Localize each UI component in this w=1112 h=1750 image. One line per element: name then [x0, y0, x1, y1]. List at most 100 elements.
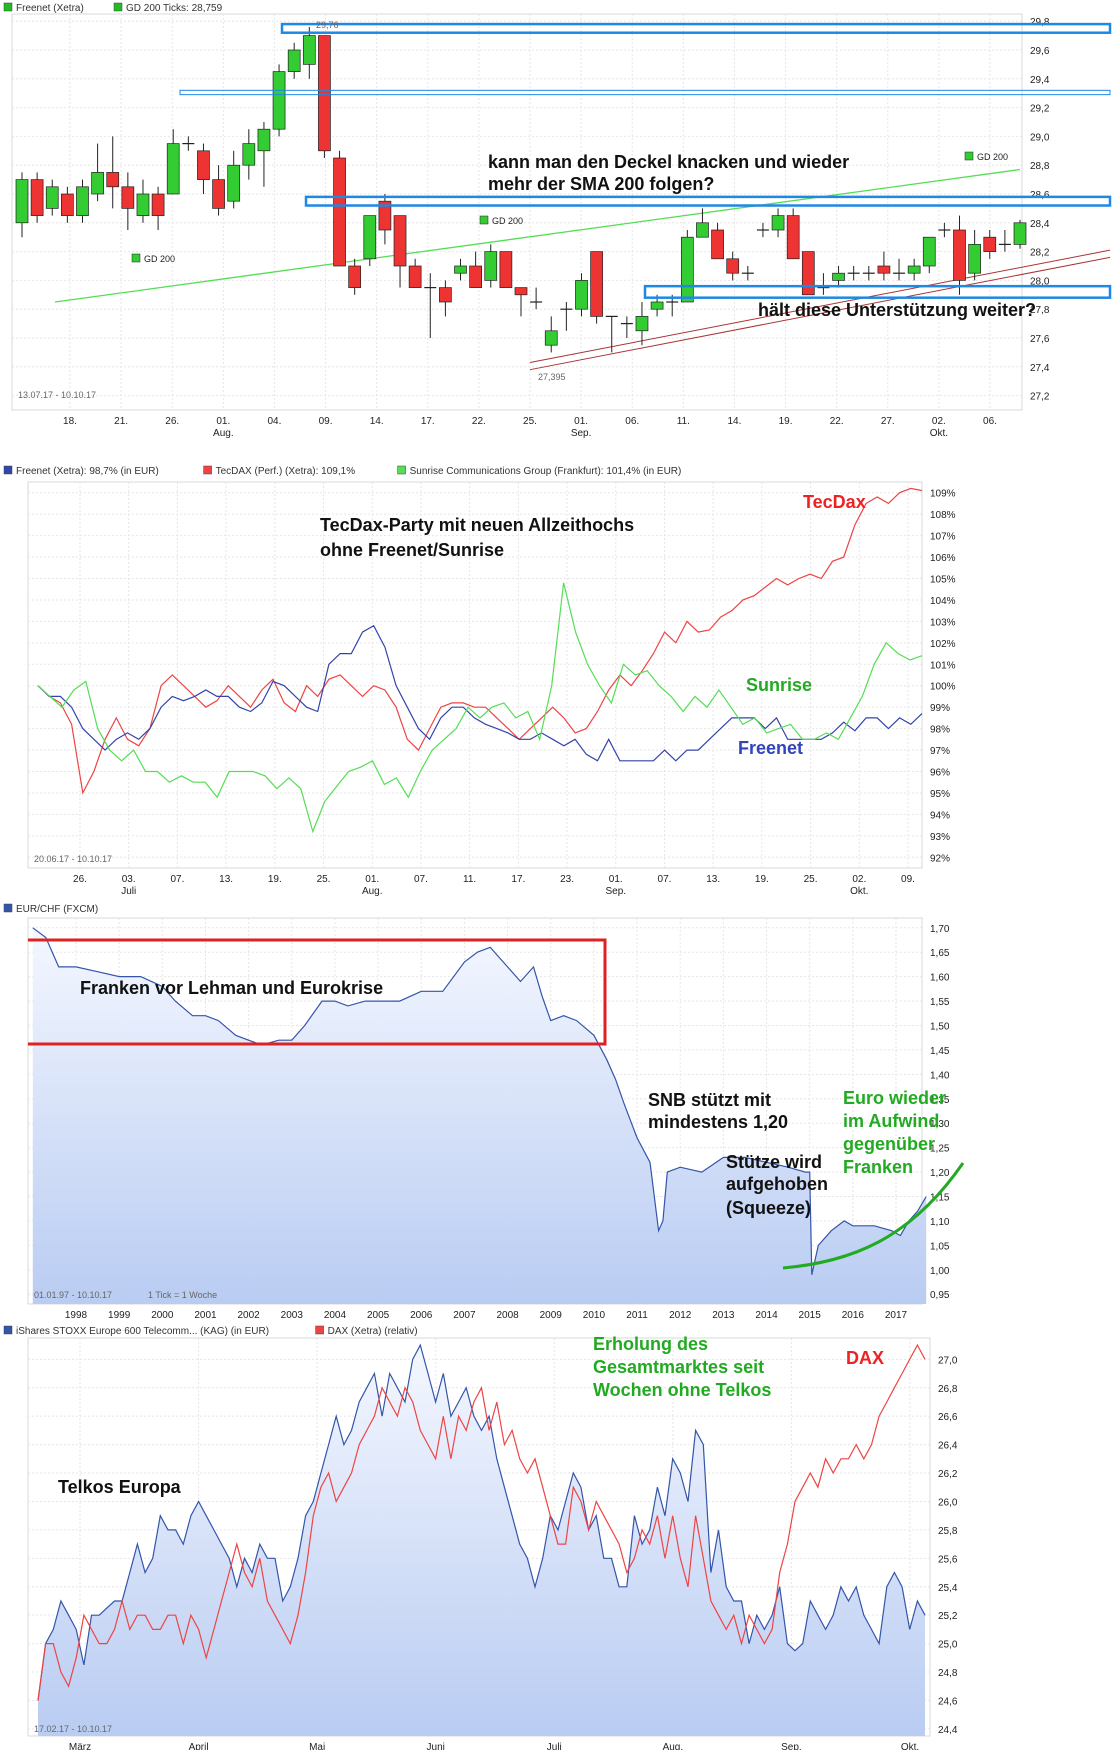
y-tick-label: 105%: [930, 575, 956, 586]
candle-body: [272, 71, 286, 130]
candle-body: [363, 215, 377, 260]
annotation: mindestens 1,20: [648, 1112, 788, 1132]
date-range: 17.02.17 - 10.10.17: [34, 1724, 112, 1734]
candle: [439, 280, 452, 317]
candle-body: [968, 244, 981, 274]
x-tick-label: Mai: [309, 1742, 325, 1750]
candle-body: [1013, 222, 1027, 245]
candle: [272, 64, 286, 137]
candle-body: [680, 236, 694, 303]
candle: [166, 129, 180, 195]
y-tick-label: 100%: [930, 682, 956, 693]
y-tick-label: 1,70: [930, 924, 950, 935]
series-line-dax: [37, 1343, 926, 1701]
candle: [862, 266, 875, 281]
x-tick-label: 11.: [677, 416, 690, 427]
candle-body: [257, 128, 271, 152]
candle-body: [242, 143, 256, 166]
candle: [817, 273, 830, 295]
candle: [287, 42, 301, 79]
x-tick-label: 14.: [370, 416, 384, 427]
y-tick-label: 24,8: [938, 1668, 958, 1679]
candle: [514, 287, 528, 317]
legend-entry: Freenet (Xetra): 98,7% (in EUR): [16, 466, 159, 477]
candle: [756, 222, 769, 238]
x-tick-label: 09.: [901, 874, 915, 885]
x-tick-label: 2004: [324, 1310, 347, 1321]
candle: [680, 230, 694, 303]
candle: [30, 172, 44, 223]
x-tick-label: 2017: [885, 1310, 908, 1321]
legend-entry: iShares STOXX Europe 600 Telecomm... (KA…: [16, 1326, 269, 1337]
x-tick-label: 2000: [151, 1310, 174, 1321]
legend-swatch: [3, 465, 13, 475]
x-tick-label: 02.: [932, 416, 946, 427]
y-tick-label: 29,6: [1030, 46, 1050, 57]
x-tick-label: 2013: [712, 1310, 735, 1321]
y-tick-label: 26,0: [938, 1497, 958, 1508]
annotation: im Aufwind: [843, 1111, 939, 1131]
x-tick-label: 18.: [63, 416, 77, 427]
candle: [408, 258, 422, 288]
y-tick-label: 1,55: [930, 997, 950, 1008]
y-tick-label: 28,4: [1030, 219, 1050, 230]
y-tick-label: 95%: [930, 789, 950, 800]
y-tick-label: 103%: [930, 617, 956, 628]
x-tick-label: 01.: [609, 874, 623, 885]
candle-body: [635, 316, 649, 332]
candle: [378, 194, 392, 245]
trend-line-upper: [529, 249, 1111, 363]
gd-label: GD 200: [492, 216, 523, 226]
legend-entry: Sunrise Communications Group (Frankfurt)…: [410, 466, 682, 477]
y-tick-label: 29,8: [1030, 17, 1050, 28]
y-tick-label: 92%: [930, 853, 950, 864]
candle-body: [907, 265, 921, 274]
candle: [711, 222, 724, 260]
x-tick-label: 2010: [583, 1310, 606, 1321]
candle: [741, 266, 754, 281]
x-tick-label: 26.: [73, 874, 87, 885]
candle: [907, 258, 921, 281]
candle-body: [61, 193, 74, 216]
date-range: 13.07.17 - 10.10.17: [18, 390, 96, 400]
gd-label: GD 200: [977, 152, 1008, 162]
candle: [91, 143, 104, 202]
x-tick-sublabel: Sep.: [605, 886, 626, 897]
legend-entry: Freenet (Xetra): [16, 3, 84, 14]
candle: [242, 129, 256, 180]
x-tick-label: 07.: [414, 874, 428, 885]
candle: [1013, 219, 1027, 249]
candle: [575, 273, 588, 317]
annotation: (Squeeze): [726, 1198, 811, 1218]
x-tick-sublabel: Juli: [121, 886, 136, 897]
footnote: 1 Tick = 1 Woche: [148, 1290, 217, 1300]
x-tick-label: Juli: [547, 1742, 562, 1750]
candle: [922, 236, 936, 274]
candle: [696, 208, 709, 238]
candle-body: [151, 193, 165, 216]
x-tick-sublabel: Sep.: [571, 428, 592, 439]
y-tick-label: 26,4: [938, 1441, 958, 1452]
candle-body: [786, 215, 800, 260]
resistance-line-mid: [179, 89, 1111, 96]
y-tick-label: 1,25: [930, 1144, 950, 1155]
annotation: Gesamtmarktes seit: [593, 1357, 764, 1377]
y-tick-label: 28,6: [1030, 190, 1050, 201]
candle-body: [45, 186, 59, 209]
x-tick-label: 04.: [267, 416, 281, 427]
candle-body: [378, 200, 392, 231]
candle-body: [136, 193, 150, 216]
candle-body: [166, 143, 180, 195]
candle: [257, 122, 271, 187]
x-tick-label: 2014: [755, 1310, 778, 1321]
candle-body: [302, 35, 316, 65]
high-label: 29,76: [316, 20, 339, 30]
gd-marker: [964, 151, 974, 161]
candle-body: [439, 287, 452, 303]
candle-body: [348, 265, 362, 288]
x-tick-label: Sep.: [781, 1742, 802, 1750]
y-tick-label: 1,35: [930, 1095, 950, 1106]
annotation: Franken vor Lehman und Eurokrise: [80, 978, 383, 998]
legend-entry: GD 200 Ticks: 28,759: [126, 3, 223, 14]
legend-swatch: [3, 1325, 13, 1335]
